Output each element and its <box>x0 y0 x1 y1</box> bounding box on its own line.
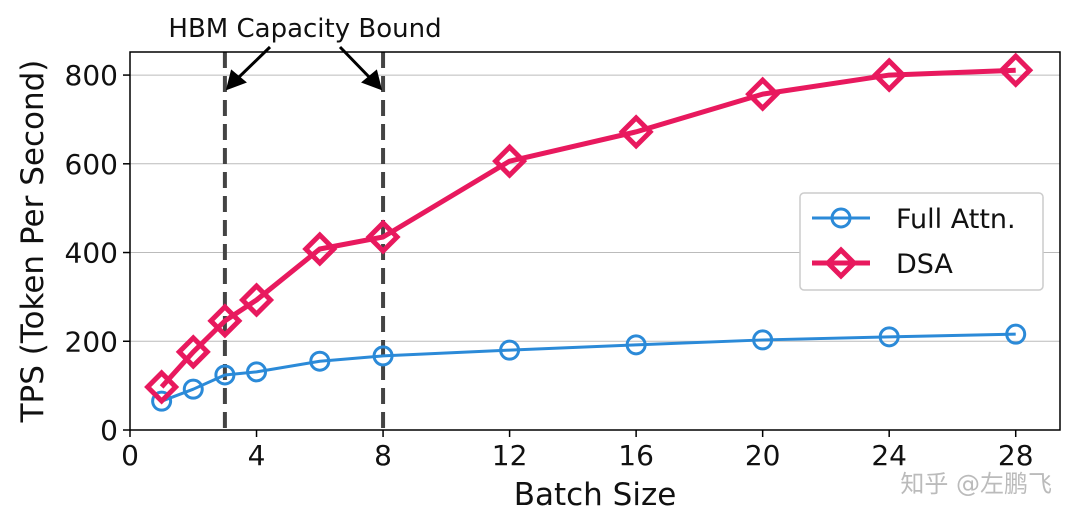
y-axis-label: TPS (Token Per Second) <box>15 60 51 424</box>
data-point-circle <box>214 364 236 386</box>
x-tick-label: 4 <box>248 439 266 472</box>
y-tick-label: 400 <box>65 237 118 270</box>
data-point-diamond <box>302 231 338 267</box>
data-point-diamond <box>745 76 781 112</box>
data-point-diamond <box>492 143 528 179</box>
data-point-circle <box>830 207 852 229</box>
data-point-circle <box>151 390 173 412</box>
legend: Full Attn. DSA <box>799 192 1044 291</box>
data-point-diamond <box>618 114 654 150</box>
series-dsa <box>144 52 1034 405</box>
annotation-text: HBM Capacity Bound <box>168 14 441 44</box>
x-tick-label: 28 <box>998 439 1034 472</box>
data-point-circle <box>246 361 268 383</box>
data-point-circle <box>372 345 394 367</box>
data-point-circle <box>752 329 774 351</box>
data-point-circle <box>878 326 900 348</box>
x-tick-label: 24 <box>871 439 907 472</box>
annotation-arrows <box>225 45 383 91</box>
data-point-circle <box>309 350 331 372</box>
data-point-diamond <box>998 52 1034 88</box>
x-tick-label: 20 <box>745 439 781 472</box>
y-tick-label: 600 <box>65 148 118 181</box>
x-tick-label: 8 <box>374 439 392 472</box>
y-tick-label: 0 <box>100 414 118 447</box>
data-point-circle <box>182 378 204 400</box>
data-point-diamond <box>144 369 180 405</box>
data-point-diamond <box>365 219 401 255</box>
data-point-diamond <box>175 334 211 370</box>
series-line <box>159 67 1016 389</box>
x-tick-label: 0 <box>121 439 139 472</box>
series-full-attn- <box>151 323 1027 412</box>
data-point-circle <box>1005 323 1027 345</box>
data-point-circle <box>625 334 647 356</box>
axis-ticks: 0 200 400 600 800 0 4 8 12 16 20 24 28 <box>65 59 1034 472</box>
y-tick-label: 200 <box>65 325 118 358</box>
x-tick-label: 16 <box>618 439 654 472</box>
data-point-circle <box>499 339 521 361</box>
watermark: 知乎 @左鹏飞 <box>900 470 1052 498</box>
legend-label: Full Attn. <box>896 204 1016 235</box>
x-tick-label: 12 <box>492 439 528 472</box>
data-point-diamond <box>871 57 907 93</box>
x-axis-label: Batch Size <box>514 477 677 513</box>
plot-frame <box>129 51 1061 431</box>
series-line <box>161 332 1016 403</box>
data-point-diamond <box>824 246 858 280</box>
data-point-diamond <box>207 303 243 339</box>
data-point-diamond <box>238 282 275 318</box>
series-group <box>144 52 1034 412</box>
y-tick-label: 800 <box>65 59 118 92</box>
legend-label: DSA <box>896 249 953 280</box>
